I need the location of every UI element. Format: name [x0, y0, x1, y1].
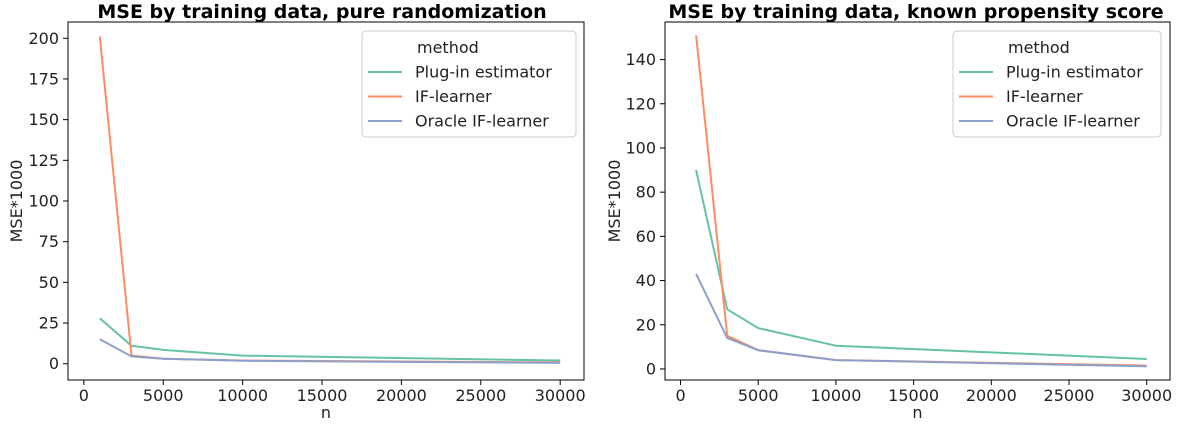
- x-tick-label: 25000: [455, 386, 506, 405]
- x-tick-label: 15000: [297, 386, 348, 405]
- legend: method Plug-in estimator IF-learner Oracle …: [361, 30, 577, 138]
- chart-panel-2: MSE by training data, known propensity s…: [605, 1, 1172, 422]
- legend-title: method: [1008, 38, 1070, 57]
- legend-entry: Oracle IF-learner: [1006, 112, 1140, 131]
- x-tick-label: 5000: [143, 386, 184, 405]
- legend-title: method: [417, 38, 479, 57]
- y-tick-label: 75: [39, 232, 59, 251]
- y-tick-label: 0: [49, 354, 59, 373]
- y-axis-label: MSE*1000: [605, 160, 624, 243]
- y-tick-label: 0: [646, 359, 656, 378]
- legend-box: [952, 30, 1162, 138]
- x-tick-label: 20000: [376, 386, 427, 405]
- chart-title: MSE by training data, pure randomization: [97, 1, 546, 23]
- series-line-1: [695, 169, 1147, 360]
- y-tick-label: 20: [636, 315, 656, 334]
- x-tick-label: 0: [675, 386, 685, 405]
- x-axis-label: n: [321, 403, 331, 422]
- y-tick-label: 150: [28, 110, 59, 129]
- y-tick-label: 60: [636, 227, 656, 246]
- x-tick-label: 30000: [535, 386, 586, 405]
- plot-frame: [664, 21, 1171, 381]
- y-tick-label: 100: [625, 138, 656, 157]
- y-tick-label: 120: [625, 94, 656, 113]
- series-line-3: [695, 273, 1147, 368]
- y-tick-label: 40: [636, 271, 656, 290]
- x-tick-label: 30000: [1121, 386, 1172, 405]
- legend-entry: IF-learner: [1006, 87, 1083, 106]
- x-tick-label: 15000: [888, 386, 939, 405]
- y-tick-label: 25: [39, 314, 59, 333]
- y-tick-label: 140: [625, 50, 656, 69]
- legend-entry: IF-learner: [415, 87, 492, 106]
- y-tick-label: 50: [39, 273, 59, 292]
- x-axis-label: n: [912, 403, 922, 422]
- legend-box: [361, 30, 577, 138]
- x-tick-label: 5000: [738, 386, 779, 405]
- chart-panel-1: MSE by training data, pure randomization…: [7, 1, 586, 422]
- legend: method Plug-in estimator IF-learner Oracle …: [952, 30, 1162, 138]
- x-tick-label: 20000: [966, 386, 1017, 405]
- legend-entry: Plug-in estimator: [415, 63, 552, 82]
- series-line-1: [99, 317, 561, 362]
- y-tick-label: 125: [28, 151, 59, 170]
- series-line-3: [99, 338, 561, 364]
- x-tick-label: 10000: [810, 386, 861, 405]
- y-tick-label: 200: [28, 29, 59, 48]
- y-tick-label: 175: [28, 69, 59, 88]
- x-tick-label: 0: [79, 386, 89, 405]
- legend-entry: Plug-in estimator: [1006, 63, 1143, 82]
- y-tick-label: 100: [28, 192, 59, 211]
- y-tick-label: 80: [636, 183, 656, 202]
- x-tick-label: 10000: [217, 386, 268, 405]
- y-axis-label: MSE*1000: [7, 160, 26, 243]
- legend-entry: Oracle IF-learner: [415, 112, 549, 131]
- x-tick-label: 25000: [1044, 386, 1095, 405]
- chart-title: MSE by training data, known propensity s…: [668, 1, 1163, 23]
